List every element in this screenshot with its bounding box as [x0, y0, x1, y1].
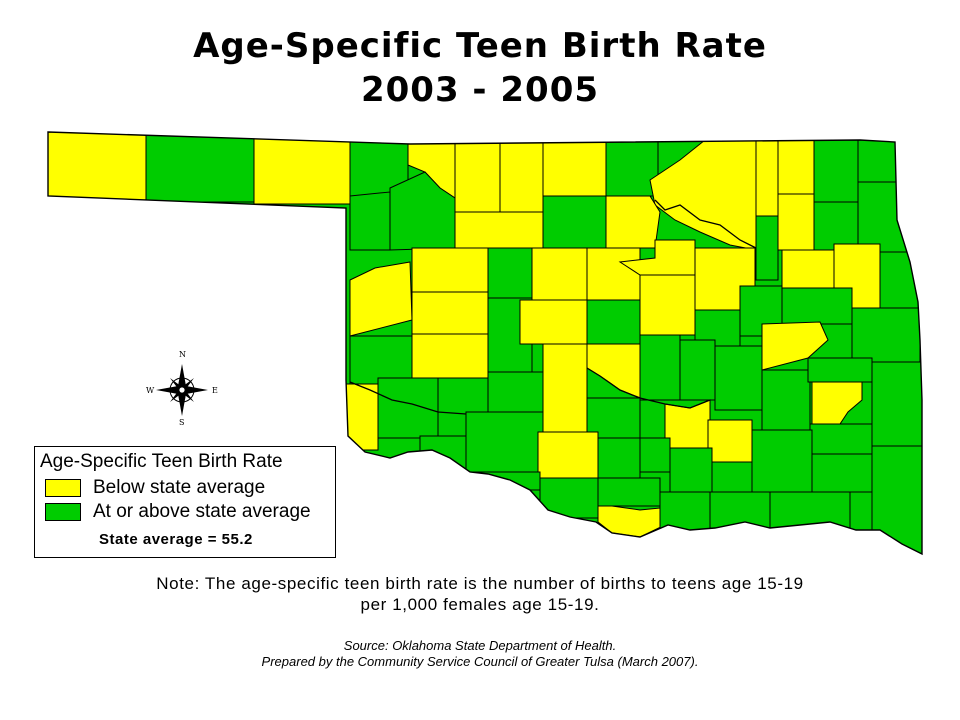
compass-rose: [156, 364, 208, 416]
county-nowata: [777, 139, 815, 195]
source-line1: Source: Oklahoma State Department of Hea…: [343, 638, 617, 653]
county-beckham: [349, 335, 413, 385]
county-atoka: [711, 461, 753, 493]
county-mccurtain: [871, 445, 922, 554]
county-garvin: [597, 437, 641, 479]
county-custer: [411, 291, 489, 335]
county-craig: [813, 139, 859, 203]
county-stephens: [537, 431, 599, 479]
county-mccurtain-west: [811, 453, 873, 493]
county-johnston: [669, 447, 713, 493]
county-grady: [542, 343, 588, 433]
county-greer-kiowa: [377, 377, 439, 439]
county-seminole: [679, 339, 716, 401]
county-tulsa-west: [755, 215, 779, 281]
county-cotton: [465, 471, 541, 491]
county-washington: [755, 139, 779, 217]
legend-label-above: At or above state average: [93, 501, 311, 522]
county-logan: [586, 247, 641, 301]
legend-state-average: State average = 55.2: [99, 531, 253, 548]
county-garfield: [542, 195, 607, 249]
map-legend: Age-Specific Teen Birth Rate Below state…: [34, 446, 336, 558]
county-ottawa: [857, 139, 899, 183]
county-comanche: [465, 411, 544, 473]
county-ellis: [349, 191, 391, 251]
map-title-line2: 2003 - 2005: [360, 70, 600, 110]
county-beaver: [253, 132, 351, 205]
county-noble: [605, 195, 661, 249]
legend-title: Age-Specific Teen Birth Rate: [40, 451, 283, 472]
county-jefferson: [539, 477, 599, 519]
county-blaine: [487, 247, 533, 299]
county-kingfisher: [531, 247, 588, 301]
county-tillman: [419, 435, 467, 473]
county-le-flore: [871, 361, 922, 447]
source-line2: Prepared by the Community Service Counci…: [261, 654, 699, 669]
county-roger-mills: [349, 261, 413, 337]
county-woodward: [389, 171, 456, 251]
county-cimarron: [48, 132, 147, 201]
county-texas: [145, 132, 255, 203]
legend-label-below: Below state average: [93, 477, 266, 498]
county-latimer-south: [809, 423, 873, 455]
county-pushmataha: [751, 429, 813, 493]
county-love: [597, 505, 666, 538]
legend-swatch-below: [45, 479, 81, 497]
legend-swatch-above: [45, 503, 81, 521]
compass-n-label: N: [179, 350, 186, 359]
county-alfalfa: [454, 137, 501, 213]
county-canadian: [519, 299, 588, 345]
county-kay-east: [605, 137, 659, 197]
note-line2: per 1,000 females age 15-19.: [360, 595, 600, 614]
county-grant: [499, 137, 544, 213]
county-kay: [542, 137, 607, 197]
county-pottawatomie: [639, 334, 681, 401]
county-washita: [411, 333, 489, 379]
note-line1: Note: The age-specific teen birth rate i…: [156, 574, 804, 593]
county-coal: [707, 419, 753, 463]
compass-w-label: W: [146, 386, 155, 395]
map-title-line1: Age-Specific Teen Birth Rate: [193, 26, 767, 66]
river-line-north: [654, 199, 757, 249]
county-wagoner: [781, 249, 835, 289]
county-oklahoma: [586, 299, 641, 345]
county-major: [454, 211, 544, 249]
river-line-south: [586, 367, 711, 409]
county-delaware: [857, 181, 919, 253]
county-caddo: [487, 371, 544, 413]
county-muskogee: [781, 287, 853, 325]
county-lincoln: [639, 274, 696, 336]
county-marshall: [659, 491, 711, 533]
county-mcclain: [586, 397, 641, 439]
county-pittsburg: [761, 369, 811, 439]
county-dewey: [411, 247, 489, 293]
county-carter: [597, 477, 661, 507]
county-choctaw: [769, 491, 851, 529]
county-rogers: [777, 193, 815, 251]
county-hughes: [714, 345, 763, 411]
county-harmon: [345, 383, 379, 451]
compass-s-label: S: [179, 418, 185, 427]
river-line-west: [349, 381, 467, 415]
county-murray: [639, 437, 671, 473]
compass-e-label: E: [212, 386, 218, 395]
county-haskell: [807, 357, 873, 383]
county-sequoyah: [851, 307, 921, 363]
